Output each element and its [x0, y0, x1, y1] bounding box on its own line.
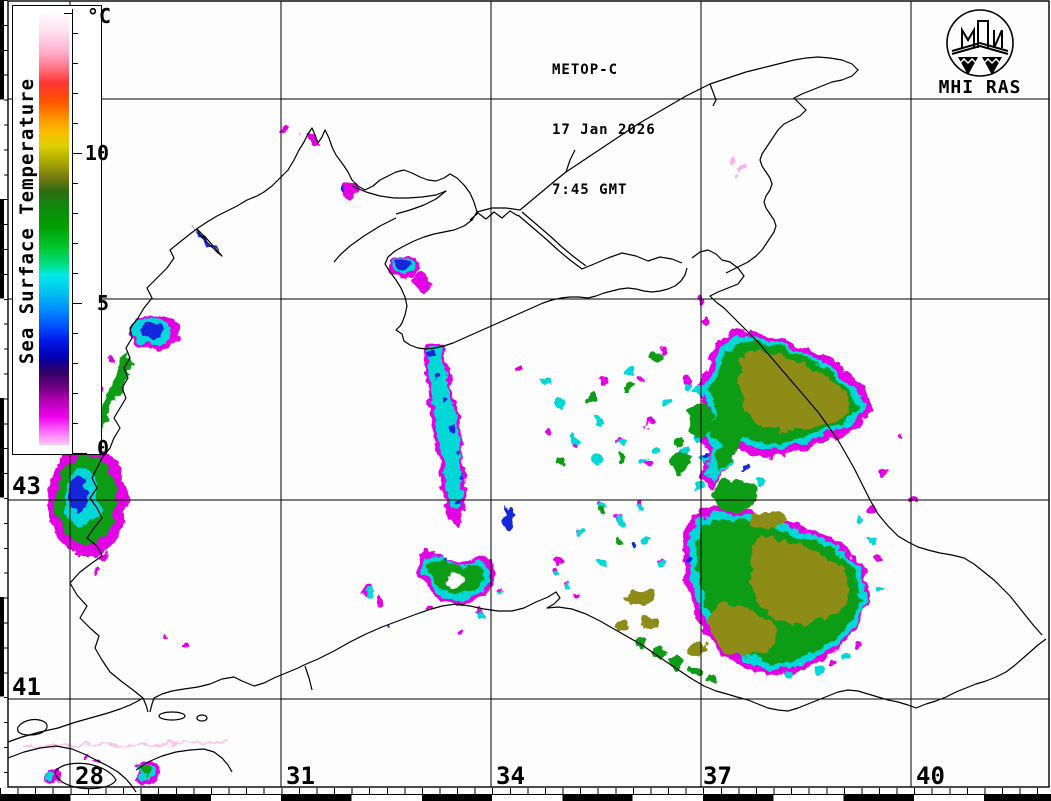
sst-data-patches	[24, 127, 915, 784]
colorbar-unit-label: °C	[86, 4, 111, 28]
longitude-label-34: 34	[496, 762, 525, 790]
colorbar-axis-top-cap	[64, 13, 73, 14]
colorbar-label-5: 5	[96, 291, 109, 315]
acquisition-date: 17 Jan 2026	[552, 122, 656, 138]
map-frame	[7, 0, 1050, 788]
temperature-colorbar	[39, 11, 69, 445]
acquisition-time: 7:45 GMT	[552, 182, 628, 198]
satellite-name: METOP-C	[552, 62, 619, 78]
bottom-degree-ruler	[0, 795, 1051, 801]
left-degree-ruler	[0, 0, 4, 787]
left-minor-tick-ruler	[4, 0, 8, 787]
graticule	[8, 1, 1049, 787]
coastline	[7, 56, 1047, 793]
acquisition-info: METOP-C 17 Jan 2026 7:45 GMT	[552, 20, 712, 240]
colorbar-panel: Sea Surface Temperature °C 10 5 0	[12, 4, 111, 459]
colorbar-tick-5	[73, 303, 82, 304]
pale-streak	[24, 741, 229, 747]
colorbar-axis-bottom-cap	[72, 453, 87, 454]
longitude-label-37: 37	[703, 762, 732, 790]
colorbar-axis	[72, 9, 73, 453]
bottom-minor-tick-ruler	[0, 788, 1051, 795]
longitude-label-40: 40	[916, 762, 945, 790]
colorbar-label-0: 0	[96, 436, 109, 460]
latitude-label-43: 43	[12, 472, 41, 500]
logo-caption: MHI RAS	[938, 77, 1022, 98]
longitude-label-31: 31	[286, 762, 315, 790]
longitude-label-28: 28	[75, 762, 104, 790]
colorbar-minor-ticks	[73, 33, 78, 454]
colorbar-label-10: 10	[84, 141, 109, 165]
latitude-label-41: 41	[12, 673, 41, 701]
mhi-ras-logo	[946, 9, 1014, 77]
colorbar-tick-10	[73, 153, 82, 154]
colorbar-title: Sea Surface Temperature	[16, 77, 38, 365]
